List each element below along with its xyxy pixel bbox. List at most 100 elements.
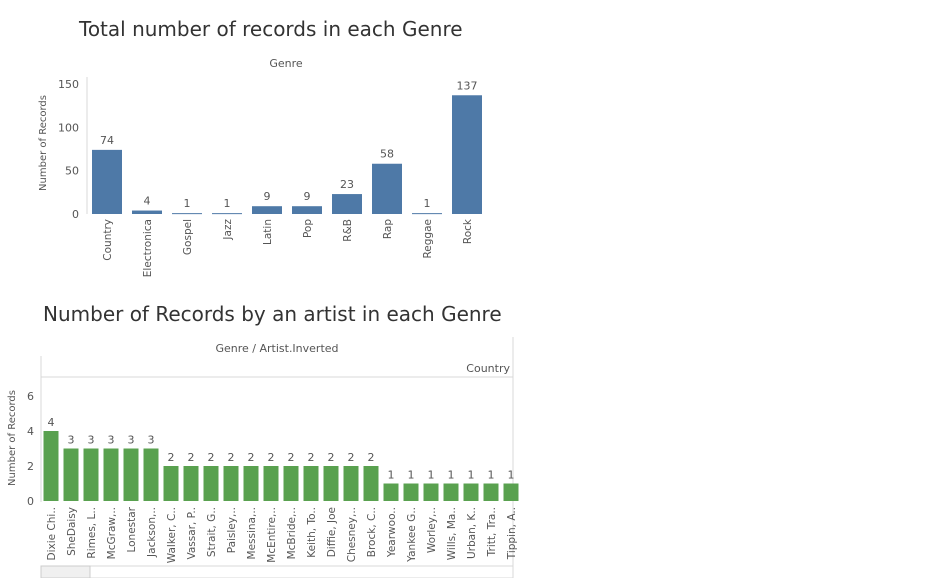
x-tick-label-5: Jackson,.. <box>146 507 158 558</box>
x-tick-label-10: Messina,.. <box>246 507 258 559</box>
bar-4 <box>252 206 282 214</box>
data-label-21: 1 <box>468 469 475 482</box>
chart2-data-labels: 43 3 3 3 32 2 2 2 2 2 2 2 2 2 21 1 1 1 1 1 1 <box>48 416 515 482</box>
x-tick-label-4: Latin <box>262 219 274 245</box>
data-label-3: 3 <box>108 434 115 447</box>
bar-1 <box>63 448 79 501</box>
bar-6 <box>332 194 362 214</box>
bar-0 <box>43 431 59 501</box>
data-label-6: 2 <box>168 451 175 464</box>
data-label-7: 58 <box>380 148 394 161</box>
chart1-y-axis-label: Number of Records <box>38 95 49 191</box>
data-label-15: 2 <box>348 451 355 464</box>
x-tick-label-11: McEntire,.. <box>266 507 278 563</box>
data-label-0: 74 <box>100 134 114 147</box>
data-label-5: 9 <box>304 190 311 203</box>
x-tick-label-12: McBride,.. <box>286 507 298 559</box>
data-label-16: 2 <box>368 451 375 464</box>
bar-12 <box>283 466 299 501</box>
data-label-9: 137 <box>457 79 478 92</box>
bar-3 <box>212 213 242 215</box>
x-tick-label-23: Tippin, A.. <box>506 507 518 560</box>
x-tick-label-6: Walker, C.. <box>166 507 178 563</box>
y-tick-label-2: 100 <box>58 121 79 134</box>
bar-22 <box>483 483 499 501</box>
data-label-4: 3 <box>128 434 135 447</box>
bar-2 <box>83 448 99 501</box>
y-tick-label-3: 6 <box>27 390 34 403</box>
x-tick-label-5: Pop <box>302 219 314 238</box>
x-tick-label-19: Worley,.. <box>426 507 438 553</box>
data-label-2: 1 <box>184 197 191 210</box>
bar-14 <box>323 466 339 501</box>
bar-5 <box>143 448 159 501</box>
bar-21 <box>463 483 479 501</box>
x-tick-label-8: Reggae <box>422 219 434 259</box>
bar-8 <box>412 213 442 215</box>
chart1-data-labels: 74 4 1 1 9 9 23 58 1 137 <box>100 79 478 210</box>
x-tick-label-8: Strait, G.. <box>206 507 218 557</box>
x-tick-label-3: McGraw,.. <box>106 507 118 559</box>
bar-15 <box>343 466 359 501</box>
x-tick-label-18: Yankee G.. <box>406 507 418 563</box>
y-tick-label-1: 2 <box>27 460 34 473</box>
x-tick-label-9: Paisley,.. <box>226 507 238 553</box>
bar-7 <box>183 466 199 501</box>
data-label-2: 3 <box>88 434 95 447</box>
bar-18 <box>403 483 419 501</box>
y-tick-label-0: 0 <box>27 495 34 508</box>
data-label-8: 1 <box>424 197 431 210</box>
bar-20 <box>443 483 459 501</box>
y-tick-label-2: 4 <box>27 425 34 438</box>
chart2-pane-frame <box>40 337 514 578</box>
x-tick-label-17: Yearwoo.. <box>386 507 398 558</box>
x-tick-label-22: Tritt, Tra.. <box>486 507 498 557</box>
x-tick-label-9: Rock <box>462 218 474 244</box>
chart2-scroll-area[interactable] <box>40 565 514 578</box>
bar-5 <box>292 206 322 214</box>
data-label-0: 4 <box>48 416 55 429</box>
bar-17 <box>383 483 399 501</box>
chart2-pane-label: Country <box>466 362 510 375</box>
bar-3 <box>103 448 119 501</box>
data-label-5: 3 <box>148 434 155 447</box>
bar-13 <box>303 466 319 501</box>
bar-4 <box>123 448 139 501</box>
chart2-scroll-thumb[interactable] <box>40 565 91 578</box>
x-tick-label-6: R&B <box>342 219 354 242</box>
chart2-y-axis-label: Number of Records <box>7 390 18 486</box>
data-label-8: 2 <box>208 451 215 464</box>
x-tick-label-16: Brock, C.. <box>366 507 378 557</box>
x-tick-label-13: Keith, To.. <box>306 507 318 558</box>
bar-2 <box>172 213 202 215</box>
data-label-10: 2 <box>248 451 255 464</box>
chart1-title: Total number of records in each Genre <box>79 17 463 41</box>
x-tick-label-1: SheDaisy <box>66 507 78 556</box>
bar-6 <box>163 466 179 501</box>
data-label-1: 3 <box>68 434 75 447</box>
bar-19 <box>423 483 439 501</box>
x-tick-label-20: Wills, Ma.. <box>446 507 458 560</box>
data-label-19: 1 <box>428 469 435 482</box>
chart2-header: Genre / Artist.Inverted <box>215 342 338 355</box>
x-tick-label-2: Rimes, L.. <box>86 507 98 559</box>
bar-8 <box>203 466 219 501</box>
bar-9 <box>452 95 482 214</box>
bar-23 <box>503 483 519 501</box>
data-label-12: 2 <box>288 451 295 464</box>
x-tick-label-15: Chesney,.. <box>346 507 358 562</box>
chart1-y-ticks: 0 50 100 150 <box>58 78 79 221</box>
data-label-22: 1 <box>488 469 495 482</box>
chart2-title: Number of Records by an artist in each G… <box>43 302 502 326</box>
y-tick-label-3: 150 <box>58 78 79 91</box>
x-tick-label-7: Vassar, P.. <box>186 507 198 560</box>
data-label-3: 1 <box>224 197 231 210</box>
data-label-6: 23 <box>340 178 354 191</box>
bar-10 <box>243 466 259 501</box>
data-label-9: 2 <box>228 451 235 464</box>
chart2-scroll-track[interactable] <box>40 565 514 578</box>
data-label-13: 2 <box>308 451 315 464</box>
data-label-4: 9 <box>264 190 271 203</box>
x-tick-label-2: Gospel <box>182 219 194 255</box>
